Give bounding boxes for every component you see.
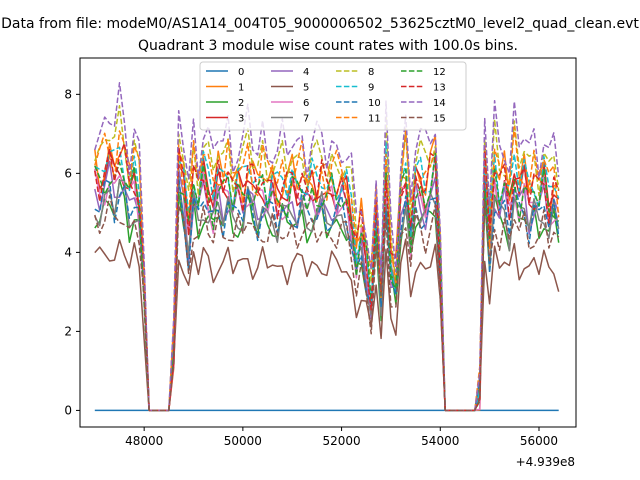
series-line-10 (94, 175, 560, 412)
legend-label-15: 15 (433, 114, 446, 125)
series-line-15 (94, 195, 560, 412)
series-line-14 (94, 82, 560, 412)
legend-label-12: 12 (433, 67, 446, 78)
legend-label-13: 13 (433, 83, 446, 94)
y-tick-label: 2 (64, 324, 72, 338)
x-tick-label: 54000 (421, 434, 459, 448)
chart-title: Quadrant 3 module wise count rates with … (138, 38, 518, 54)
x-tick-label: 50000 (224, 434, 262, 448)
figure-suptitle: Data from file: modeM0/AS1A14_004T05_900… (1, 16, 639, 32)
series-line-13 (94, 142, 560, 412)
axis-ticks: 48000 50000 52000 54000 56000 0 2 4 6 8 (64, 87, 558, 448)
legend-label-6: 6 (303, 98, 309, 109)
legend-box (199, 61, 467, 131)
legend-label-9: 9 (368, 83, 374, 94)
x-offset-label: +4.939e8 (516, 455, 575, 469)
legend-label-7: 7 (303, 114, 309, 125)
legend-label-14: 14 (433, 98, 446, 109)
x-tick-label: 56000 (520, 434, 558, 448)
x-tick-label: 48000 (125, 434, 163, 448)
legend-label-10: 10 (368, 98, 381, 109)
legend-label-8: 8 (368, 67, 374, 78)
axes-frame (79, 57, 577, 428)
legend-label-3: 3 (238, 114, 244, 125)
y-tick-label: 8 (64, 87, 72, 101)
legend-label-4: 4 (303, 67, 309, 78)
legend-label-1: 1 (238, 83, 244, 94)
x-tick-label: 52000 (322, 434, 360, 448)
y-tick-label: 4 (64, 245, 72, 259)
y-tick-label: 6 (64, 166, 72, 180)
plot-lines (94, 82, 560, 412)
legend-label-5: 5 (303, 83, 309, 94)
legend-label-0: 0 (238, 67, 244, 78)
y-tick-label: 0 (64, 403, 72, 417)
legend-label-2: 2 (238, 98, 244, 109)
legend-label-11: 11 (368, 114, 381, 125)
series-line-9 (94, 141, 560, 412)
